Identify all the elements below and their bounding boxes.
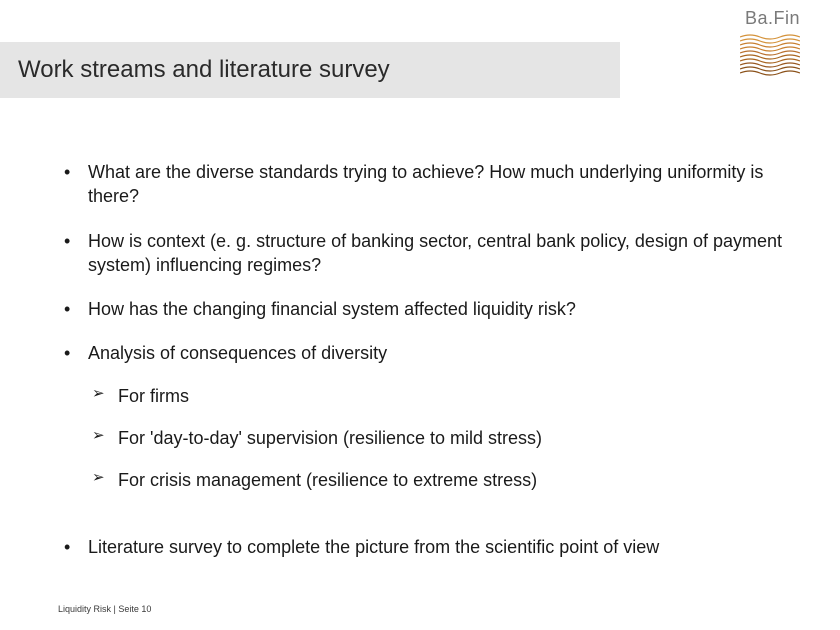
sub-bullet-list: For firms For 'day-to-day' supervision (… [88, 384, 800, 493]
bullet-item: Analysis of consequences of diversity Fo… [58, 341, 800, 492]
content-area: What are the diverse standards trying to… [58, 160, 800, 579]
bullet-item: How has the changing financial system af… [58, 297, 800, 321]
main-bullet-list-2: Literature survey to complete the pictur… [58, 535, 800, 559]
bullet-item: How is context (e. g. structure of banki… [58, 229, 800, 278]
title-bar: Work streams and literature survey [0, 42, 620, 98]
footer-text: Liquidity Risk | Seite 10 [58, 604, 151, 614]
bullet-text: Analysis of consequences of diversity [88, 343, 387, 363]
logo-text: Ba.Fin [740, 8, 800, 29]
main-bullet-list: What are the diverse standards trying to… [58, 160, 800, 493]
bullet-item: What are the diverse standards trying to… [58, 160, 800, 209]
spacer [58, 513, 800, 535]
logo-icon [740, 31, 800, 77]
sub-bullet-item: For 'day-to-day' supervision (resilience… [88, 426, 800, 450]
sub-bullet-item: For crisis management (resilience to ext… [88, 468, 800, 492]
logo-area: Ba.Fin [740, 8, 800, 77]
bullet-item: Literature survey to complete the pictur… [58, 535, 800, 559]
sub-bullet-item: For firms [88, 384, 800, 408]
page-title: Work streams and literature survey [18, 56, 390, 84]
